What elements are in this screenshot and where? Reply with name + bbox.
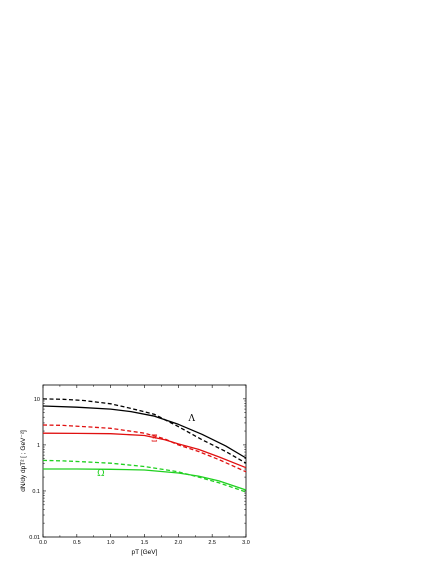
x-tick-label: 0.5 (73, 540, 81, 546)
solid-series-line (42, 405, 247, 459)
x-tick-label: 1.5 (141, 540, 149, 546)
y-tick-label: 0.1 (32, 489, 40, 495)
y-tick-label: 0.01 (29, 535, 40, 541)
y-axis-title: dN/dy dpT² [ ; GeV⁻²] (20, 430, 27, 492)
x-tick-label: 1.0 (107, 540, 115, 546)
series-label: Λ (187, 414, 195, 424)
axis-ticks: 0.0 0.5 1.0 1.5 2.0 2.5 3.0 0.01 0.1 1 10 (29, 384, 250, 546)
x-tick-label: 2.0 (175, 540, 183, 546)
y-tick-label: 1 (37, 443, 40, 449)
series-labels: Λ Ξ Ω (97, 414, 195, 479)
x-axis-title: pT [GeV] (132, 549, 158, 556)
x-tick-label: 0.0 (39, 540, 47, 546)
dashed-series-line (42, 459, 247, 493)
dashed-series-line (42, 398, 247, 464)
x-tick-label: 2.5 (208, 540, 216, 546)
dashed-series-line (42, 424, 247, 473)
series-label: Ω (97, 469, 104, 479)
solid-series-line (42, 432, 247, 469)
y-tick-label: 10 (34, 397, 40, 403)
solid-series-line (43, 468, 247, 491)
plot-frame (42, 384, 247, 538)
series-lines (42, 398, 247, 493)
series-label: Ξ (151, 434, 157, 444)
x-tick-label: 3.0 (242, 540, 250, 546)
